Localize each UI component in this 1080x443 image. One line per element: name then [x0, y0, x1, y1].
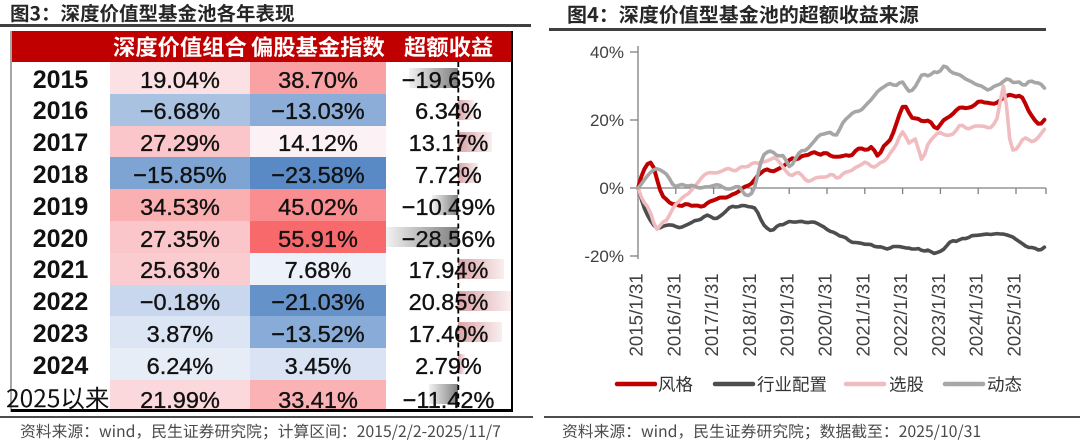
svg-text:2022/1/31: 2022/1/31: [890, 273, 911, 356]
svg-text:2016/1/31: 2016/1/31: [663, 273, 684, 356]
svg-text:-20%: -20%: [584, 247, 624, 266]
svg-text:2018/1/31: 2018/1/31: [739, 273, 760, 356]
svg-text:20%: 20%: [590, 111, 624, 130]
svg-text:2017/1/31: 2017/1/31: [701, 273, 722, 356]
svg-text:2024/1/31: 2024/1/31: [966, 273, 987, 356]
svg-text:40%: 40%: [590, 43, 624, 62]
svg-text:0%: 0%: [599, 179, 624, 198]
svg-text:2023/1/31: 2023/1/31: [928, 273, 949, 356]
svg-text:2025/1/31: 2025/1/31: [1004, 273, 1025, 356]
svg-text:2019/1/31: 2019/1/31: [777, 273, 798, 356]
svg-text:2020/1/31: 2020/1/31: [815, 273, 836, 356]
svg-text:2015/1/31: 2015/1/31: [626, 273, 647, 356]
svg-text:2021/1/31: 2021/1/31: [852, 273, 873, 356]
